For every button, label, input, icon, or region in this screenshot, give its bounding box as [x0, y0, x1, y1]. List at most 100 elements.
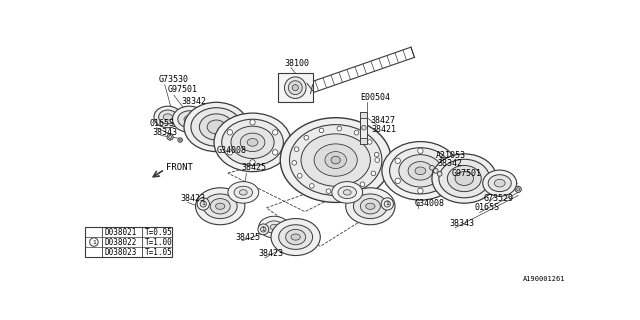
Ellipse shape	[291, 234, 300, 240]
Ellipse shape	[338, 186, 356, 198]
Ellipse shape	[432, 154, 497, 203]
Bar	[86, 227, 172, 257]
Text: 38343: 38343	[450, 219, 475, 228]
Ellipse shape	[200, 114, 234, 140]
Ellipse shape	[216, 203, 225, 209]
Circle shape	[304, 135, 308, 140]
Circle shape	[168, 135, 172, 139]
Circle shape	[344, 188, 349, 193]
Circle shape	[437, 172, 442, 176]
Ellipse shape	[488, 175, 511, 192]
Text: E00504: E00504	[360, 93, 390, 102]
Text: G97501: G97501	[451, 169, 481, 178]
Text: 38342: 38342	[182, 97, 207, 106]
Circle shape	[362, 125, 366, 130]
Ellipse shape	[353, 194, 387, 219]
Circle shape	[294, 147, 299, 152]
Text: 38343: 38343	[152, 128, 177, 137]
Ellipse shape	[365, 203, 375, 209]
Ellipse shape	[204, 194, 237, 219]
Text: 1: 1	[262, 227, 265, 232]
Ellipse shape	[455, 172, 474, 186]
Circle shape	[319, 128, 324, 133]
Ellipse shape	[399, 155, 442, 187]
Circle shape	[273, 150, 278, 155]
Ellipse shape	[184, 102, 249, 152]
Ellipse shape	[292, 84, 298, 91]
Text: T=1.05: T=1.05	[145, 248, 173, 257]
Ellipse shape	[172, 106, 206, 132]
Circle shape	[292, 161, 296, 165]
Ellipse shape	[408, 162, 433, 180]
Circle shape	[360, 182, 365, 187]
Circle shape	[433, 169, 438, 173]
Circle shape	[200, 201, 206, 207]
Circle shape	[337, 126, 342, 131]
Text: 38423: 38423	[259, 250, 284, 259]
Text: G97501: G97501	[168, 85, 198, 94]
Circle shape	[429, 165, 435, 170]
Text: A190001261: A190001261	[523, 276, 565, 282]
Ellipse shape	[154, 106, 182, 128]
Text: FRONT: FRONT	[166, 163, 193, 172]
Ellipse shape	[178, 111, 201, 128]
Text: 1: 1	[92, 240, 96, 244]
Text: A21053: A21053	[436, 151, 466, 160]
Ellipse shape	[301, 134, 371, 186]
Ellipse shape	[382, 141, 459, 200]
Bar	[360, 138, 367, 144]
Circle shape	[260, 227, 266, 232]
Ellipse shape	[210, 198, 230, 214]
Ellipse shape	[289, 124, 382, 196]
Text: G34008: G34008	[216, 146, 246, 155]
Circle shape	[167, 134, 173, 140]
Text: 0165S: 0165S	[474, 203, 499, 212]
Ellipse shape	[270, 224, 278, 230]
Circle shape	[227, 130, 232, 135]
Ellipse shape	[163, 114, 172, 120]
Ellipse shape	[207, 120, 225, 134]
Ellipse shape	[332, 182, 363, 203]
Ellipse shape	[325, 152, 346, 169]
Circle shape	[298, 173, 302, 178]
Ellipse shape	[231, 126, 274, 158]
Ellipse shape	[390, 148, 451, 194]
Ellipse shape	[346, 188, 395, 225]
Ellipse shape	[247, 139, 258, 146]
Text: T=1.00: T=1.00	[145, 237, 173, 247]
Ellipse shape	[214, 113, 291, 172]
Ellipse shape	[240, 133, 265, 152]
Text: 1: 1	[385, 202, 389, 206]
Ellipse shape	[184, 116, 195, 123]
Circle shape	[395, 178, 401, 184]
Ellipse shape	[331, 156, 340, 164]
Circle shape	[440, 178, 446, 184]
Circle shape	[250, 120, 255, 125]
Text: 1: 1	[202, 202, 205, 206]
Text: D038021: D038021	[105, 228, 137, 236]
Text: G34008: G34008	[414, 199, 444, 208]
Ellipse shape	[483, 170, 516, 196]
Circle shape	[326, 189, 331, 194]
Circle shape	[90, 238, 98, 246]
Circle shape	[374, 152, 379, 157]
Circle shape	[440, 158, 446, 164]
Text: 38423: 38423	[180, 194, 205, 203]
Ellipse shape	[259, 216, 289, 238]
Text: 38425: 38425	[242, 163, 267, 172]
Text: 38421: 38421	[371, 125, 396, 134]
Circle shape	[179, 139, 181, 141]
Ellipse shape	[234, 186, 253, 198]
Circle shape	[367, 140, 372, 144]
Circle shape	[515, 186, 521, 192]
Ellipse shape	[280, 118, 391, 203]
Ellipse shape	[439, 159, 490, 198]
Ellipse shape	[191, 108, 242, 146]
Circle shape	[418, 188, 423, 194]
Circle shape	[395, 158, 401, 164]
Ellipse shape	[285, 229, 306, 245]
Circle shape	[418, 148, 423, 154]
Circle shape	[384, 201, 390, 207]
Circle shape	[516, 188, 520, 191]
Ellipse shape	[196, 188, 245, 225]
